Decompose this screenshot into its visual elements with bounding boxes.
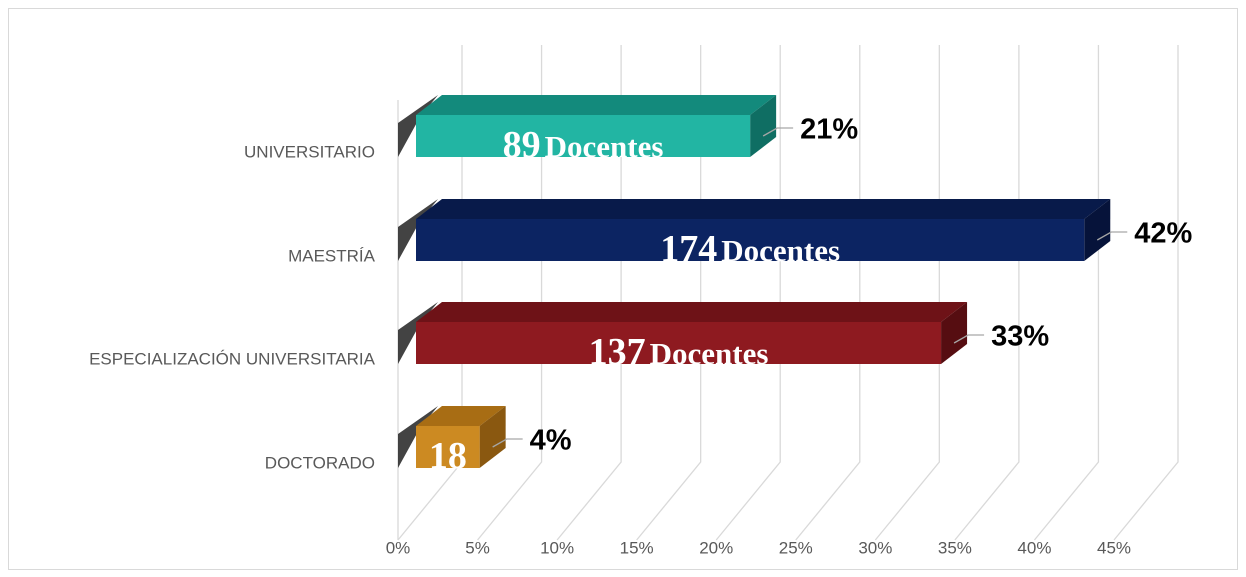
value-label: 33% bbox=[991, 321, 1049, 353]
x-tick-label: 30% bbox=[858, 538, 892, 557]
x-tick-label: 0% bbox=[386, 538, 411, 557]
bar-inner-label: 89 Docentes bbox=[503, 124, 664, 166]
grid-line bbox=[477, 45, 543, 541]
docentes-count: 137 bbox=[589, 331, 646, 373]
bar-top bbox=[416, 199, 1111, 219]
bar-inner-label: 174 Docentes bbox=[660, 228, 840, 270]
leader-line bbox=[762, 127, 794, 137]
x-tick-label: 35% bbox=[938, 538, 972, 557]
value-label: 42% bbox=[1134, 218, 1192, 250]
leader-line bbox=[953, 334, 985, 344]
bar-left-shadow bbox=[398, 199, 438, 261]
bar-side bbox=[750, 95, 777, 157]
leader-line bbox=[492, 438, 523, 448]
bar-side bbox=[1084, 199, 1111, 261]
value-label: 21% bbox=[800, 114, 858, 146]
grid-line bbox=[795, 45, 861, 541]
chart-frame bbox=[8, 8, 1238, 570]
bar-inner-label: 137 Docentes bbox=[589, 331, 769, 373]
docentes-unit: Docentes bbox=[721, 233, 840, 268]
grid-line bbox=[636, 45, 702, 541]
docentes-count: 89 bbox=[503, 124, 541, 166]
leader-line bbox=[1096, 231, 1128, 241]
bar-inner-label: 18 bbox=[429, 435, 467, 477]
bar-left-shadow bbox=[398, 95, 438, 157]
x-tick-label: 45% bbox=[1097, 538, 1131, 557]
bar bbox=[416, 219, 1085, 261]
bar-top bbox=[416, 406, 506, 426]
category-label: MAESTRÍA bbox=[288, 246, 376, 265]
docentes-count: 174 bbox=[660, 228, 717, 270]
bar-top bbox=[416, 302, 968, 322]
bar bbox=[416, 322, 942, 364]
docentes-unit: Docentes bbox=[545, 129, 664, 164]
category-label: ESPECIALIZACIÓN UNIVERSITARIA bbox=[89, 349, 376, 368]
bar bbox=[416, 426, 480, 468]
x-tick-label: 20% bbox=[699, 538, 733, 557]
category-label: UNIVERSITARIO bbox=[244, 142, 375, 161]
x-tick-label: 10% bbox=[540, 538, 574, 557]
grid-line bbox=[1033, 45, 1100, 541]
bar-side bbox=[941, 302, 968, 364]
grid-line bbox=[715, 45, 781, 541]
docentes-count: 18 bbox=[429, 435, 467, 477]
bar-left-shadow bbox=[398, 302, 438, 364]
x-tick-label: 15% bbox=[620, 538, 654, 557]
x-tick-label: 25% bbox=[779, 538, 813, 557]
grid-line bbox=[954, 45, 1020, 541]
bar-top bbox=[416, 95, 777, 115]
bar bbox=[416, 115, 751, 157]
grid-line bbox=[874, 45, 940, 541]
bar-left-shadow bbox=[398, 406, 438, 468]
x-tick-label: 5% bbox=[465, 538, 490, 557]
x-tick-label: 40% bbox=[1017, 538, 1051, 557]
grid-line bbox=[1113, 45, 1179, 541]
category-label: DOCTORADO bbox=[265, 453, 375, 472]
docentes-unit: Docentes bbox=[650, 336, 769, 371]
grid-line bbox=[556, 45, 622, 541]
bar-side bbox=[479, 406, 506, 468]
value-label: 4% bbox=[530, 425, 572, 457]
